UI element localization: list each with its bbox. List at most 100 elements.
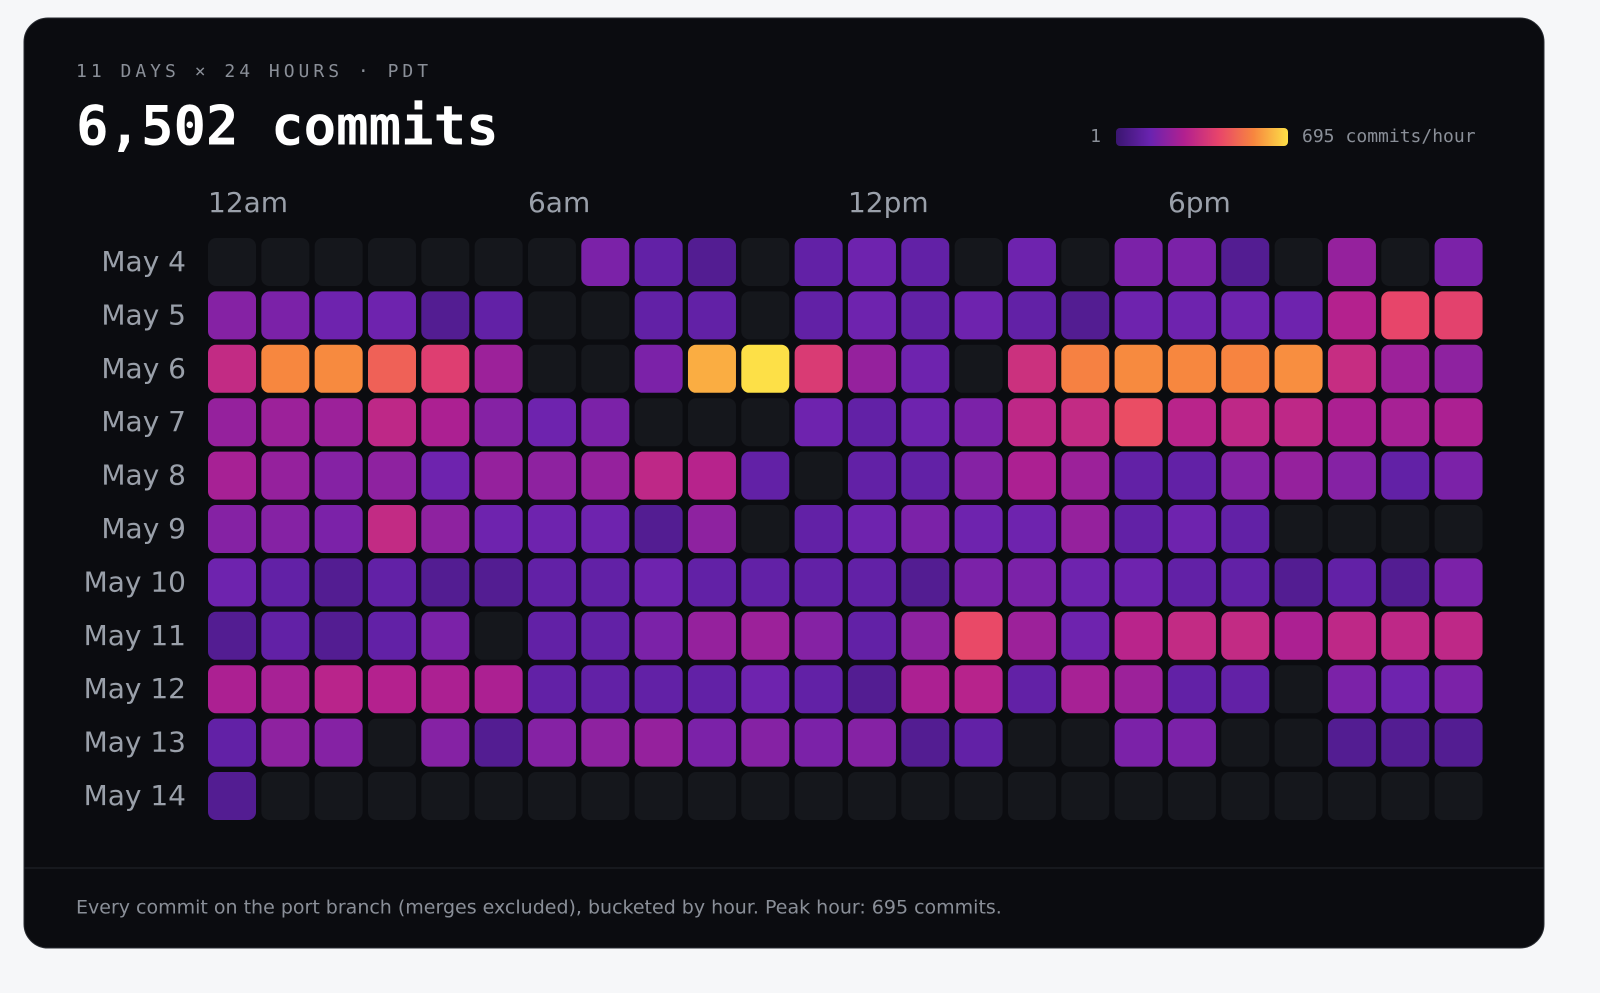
heat-cell [634, 611, 683, 660]
heat-cell [634, 451, 683, 500]
heat-cell [954, 291, 1003, 340]
heat-cell [1434, 238, 1483, 286]
y-tick-label: May 12 [84, 672, 186, 705]
heat-cell [208, 718, 256, 767]
y-tick-label: May 10 [84, 565, 186, 598]
heat-cell [474, 611, 523, 660]
heat-cell [474, 665, 523, 714]
heat-cell [1167, 558, 1216, 607]
heat-cell [261, 558, 310, 607]
heat-cell [1327, 238, 1376, 286]
heat-cell [634, 291, 683, 340]
heat-cell [901, 451, 950, 500]
heat-cell [1434, 344, 1483, 393]
heat-cell [1061, 505, 1110, 553]
y-tick-label: May 13 [84, 726, 186, 759]
heat-cell [1007, 291, 1056, 340]
heat-cell [954, 558, 1003, 607]
heat-cell [1114, 291, 1163, 340]
heat-cell [847, 344, 896, 393]
heat-cell [847, 611, 896, 660]
heat-cell [208, 611, 256, 660]
heat-cell [527, 611, 576, 660]
heat-cell [954, 772, 1003, 820]
heat-cell [367, 451, 416, 500]
heat-cell [1327, 772, 1376, 820]
heat-cell [527, 398, 576, 447]
heat-cell [794, 505, 843, 553]
y-tick-label: May 8 [101, 459, 186, 492]
heat-cell [847, 505, 896, 553]
heat-cell [1167, 611, 1216, 660]
heat-cell [1167, 238, 1216, 286]
legend-unit: commits/hour [1346, 126, 1476, 147]
heat-cell [314, 238, 363, 286]
heat-cell [421, 718, 470, 767]
heat-cell [474, 291, 523, 340]
heat-cell [1061, 611, 1110, 660]
heat-cell [794, 611, 843, 660]
heat-cell [1061, 718, 1110, 767]
heat-cell [1007, 505, 1056, 553]
heat-cell [1381, 665, 1430, 714]
heat-cell [901, 238, 950, 286]
heat-cell [1327, 611, 1376, 660]
heat-cell [581, 238, 630, 286]
heat-cell [794, 398, 843, 447]
heat-cell [634, 772, 683, 820]
heat-cell [1114, 558, 1163, 607]
heat-cell [1167, 398, 1216, 447]
heat-cell [261, 505, 310, 553]
heat-cell [1381, 344, 1430, 393]
heat-cell [581, 611, 630, 660]
heat-cell [901, 291, 950, 340]
heat-cell [1061, 558, 1110, 607]
heat-cell [581, 344, 630, 393]
heat-cell [1381, 291, 1430, 340]
heat-cell [1061, 238, 1110, 286]
heat-cell [1434, 665, 1483, 714]
heat-cell [421, 451, 470, 500]
heat-cell [208, 291, 256, 340]
heat-cell [581, 665, 630, 714]
heat-cell [1007, 558, 1056, 607]
heat-cell [634, 558, 683, 607]
heat-cell [687, 772, 736, 820]
heat-cell [208, 558, 256, 607]
heat-cell [1434, 505, 1483, 553]
heat-cell [314, 451, 363, 500]
heat-cell [687, 505, 736, 553]
heat-cell [1327, 291, 1376, 340]
heat-cell [421, 611, 470, 660]
heat-cell [741, 772, 790, 820]
heat-cell [634, 238, 683, 286]
heat-cell [1007, 718, 1056, 767]
heat-cell [527, 665, 576, 714]
heat-cell [1274, 665, 1323, 714]
heat-cell [527, 505, 576, 553]
heat-cell [847, 718, 896, 767]
heat-cell [1221, 344, 1270, 393]
heat-cell [1007, 772, 1056, 820]
heat-cell [1114, 398, 1163, 447]
heat-cell [1221, 291, 1270, 340]
heat-cell [1274, 451, 1323, 500]
y-tick-label: May 5 [101, 298, 186, 331]
heat-cell [741, 291, 790, 340]
heat-cell [901, 772, 950, 820]
heat-cell [1327, 398, 1376, 447]
heat-cell [1327, 344, 1376, 393]
heat-cell [1381, 611, 1430, 660]
heat-cell [847, 398, 896, 447]
heat-cell [1381, 398, 1430, 447]
heat-cell [954, 451, 1003, 500]
heat-cell [847, 558, 896, 607]
heat-cell [314, 718, 363, 767]
heat-cell [581, 718, 630, 767]
heat-cell [1381, 718, 1430, 767]
heat-cell [261, 611, 310, 660]
heat-cell [794, 291, 843, 340]
heat-cell [1434, 558, 1483, 607]
heat-cell [527, 344, 576, 393]
heat-cell [1221, 718, 1270, 767]
